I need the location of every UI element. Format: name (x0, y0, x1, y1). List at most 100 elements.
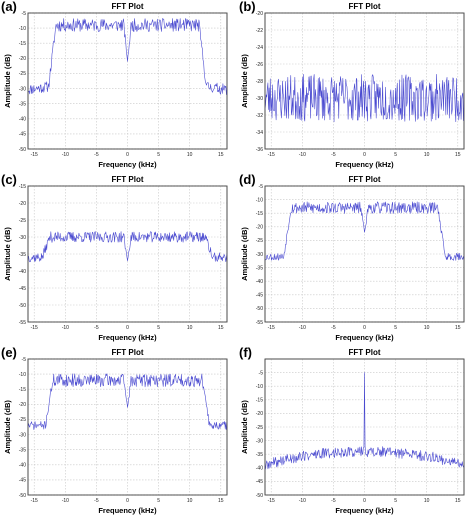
x-tick-label: 5 (394, 152, 397, 158)
y-tick-label: -15 (19, 184, 26, 190)
y-tick-label: -25 (256, 238, 263, 244)
y-tick-label: -15 (19, 41, 26, 47)
plot-title: FFT Plot (112, 2, 144, 11)
y-tick-label: -30 (256, 438, 263, 444)
x-tick-label: -15 (31, 325, 38, 331)
x-axis-label: Frequency (kHz) (335, 506, 394, 515)
y-tick-label: -25 (19, 417, 26, 423)
x-tick-label: 10 (187, 152, 193, 158)
plot-frame (27, 358, 228, 496)
spectrum-line (264, 372, 465, 471)
y-tick-label: -55 (19, 320, 26, 326)
y-tick-label: -34 (256, 130, 263, 136)
y-tick-label: -5 (259, 184, 264, 190)
y-tick-label: -20 (256, 411, 263, 417)
x-tick-label: 5 (157, 325, 160, 331)
x-tick-label: -10 (299, 325, 306, 331)
plot-title: FFT Plot (349, 348, 381, 357)
y-tick-label: -30 (256, 252, 263, 258)
x-tick-label: 10 (187, 325, 193, 331)
y-axis-label: Amplitude (dB) (3, 400, 12, 454)
y-tick-label: -30 (19, 86, 26, 92)
spectrum-line (27, 18, 228, 95)
x-tick-label: -15 (268, 498, 275, 504)
y-tick-label: -45 (19, 286, 26, 292)
y-tick-label: -15 (256, 398, 263, 404)
x-tick-label: -15 (31, 498, 38, 504)
plot-frame (27, 185, 228, 323)
x-tick-label: 15 (218, 498, 224, 504)
x-tick-label: 5 (394, 498, 397, 504)
y-tick-label: -40 (19, 269, 26, 275)
x-axis-label: Frequency (kHz) (98, 506, 157, 515)
spectrum-line (27, 231, 228, 263)
y-tick-label: -50 (256, 306, 263, 312)
y-tick-label: -30 (19, 235, 26, 241)
y-axis-label: Amplitude (dB) (240, 400, 249, 454)
x-tick-label: 15 (218, 152, 224, 158)
plot-title: FFT Plot (349, 2, 381, 11)
y-tick-label: -15 (19, 387, 26, 393)
x-tick-label: -10 (299, 152, 306, 158)
panel-letter: (f) (239, 345, 252, 360)
y-tick-label: -40 (256, 279, 263, 285)
x-tick-label: -10 (62, 152, 69, 158)
y-tick-label: -15 (256, 211, 263, 217)
x-axis-label: Frequency (kHz) (98, 333, 157, 342)
plot-frame (264, 185, 465, 323)
y-tick-label: -35 (256, 265, 263, 271)
plot-title: FFT Plot (112, 348, 144, 357)
x-tick-label: 15 (455, 152, 461, 158)
x-tick-label: 0 (126, 152, 129, 158)
y-tick-label: -55 (256, 320, 263, 326)
plot-title: FFT Plot (349, 175, 381, 184)
x-tick-label: -15 (268, 325, 275, 331)
panel-letter: (d) (239, 172, 256, 187)
y-tick-label: -50 (19, 303, 26, 309)
x-tick-label: 15 (455, 325, 461, 331)
y-axis-label: Amplitude (dB) (3, 227, 12, 281)
x-tick-label: -5 (331, 498, 336, 504)
y-tick-label: -24 (256, 45, 263, 51)
x-tick-label: -10 (62, 498, 69, 504)
x-tick-label: -5 (94, 152, 99, 158)
x-tick-label: 10 (424, 152, 430, 158)
x-axis-label: Frequency (kHz) (335, 333, 394, 342)
y-tick-label: -35 (19, 101, 26, 107)
plot-frame (264, 358, 465, 496)
x-tick-label: -15 (268, 152, 275, 158)
plot-area (27, 358, 228, 496)
y-tick-label: -50 (19, 147, 26, 153)
x-tick-label: 15 (455, 498, 461, 504)
y-axis-label: Amplitude (dB) (3, 54, 12, 108)
x-tick-label: 0 (363, 152, 366, 158)
x-tick-label: -5 (331, 325, 336, 331)
y-tick-label: -35 (256, 452, 263, 458)
fft-panel: -15 -10 -5 0 5 10 15-50-45-40-35-30-25-20-15-1… (1, 0, 228, 169)
fft-panel: -15 -10 -5 0 5 10 15 -36 -34 -32 -30 -28 -26 -24 -22 -2… (239, 0, 465, 169)
y-tick-label: -20 (256, 11, 263, 17)
y-tick-label: -45 (256, 479, 263, 485)
y-tick-label: -25 (19, 218, 26, 224)
plot-area (27, 12, 228, 150)
x-tick-label: 10 (187, 498, 193, 504)
y-tick-label: -25 (19, 71, 26, 77)
y-tick-label: -40 (19, 463, 26, 469)
x-tick-label: 0 (126, 325, 129, 331)
y-tick-label: -25 (256, 425, 263, 431)
y-axis-label: Amplitude (dB) (240, 54, 249, 108)
y-tick-label: -20 (256, 225, 263, 231)
y-tick-label: -26 (256, 62, 263, 68)
x-tick-label: 5 (394, 325, 397, 331)
y-tick-label: -20 (19, 56, 26, 62)
x-tick-label: -10 (299, 498, 306, 504)
x-tick-label: -15 (31, 152, 38, 158)
panel-letter: (c) (1, 172, 17, 187)
y-tick-label: -28 (256, 79, 263, 85)
y-tick-label: -5 (22, 11, 27, 17)
y-tick-label: -20 (19, 402, 26, 408)
panel-letter: (e) (1, 345, 17, 360)
y-tick-label: -20 (19, 201, 26, 207)
x-tick-label: 0 (363, 498, 366, 504)
